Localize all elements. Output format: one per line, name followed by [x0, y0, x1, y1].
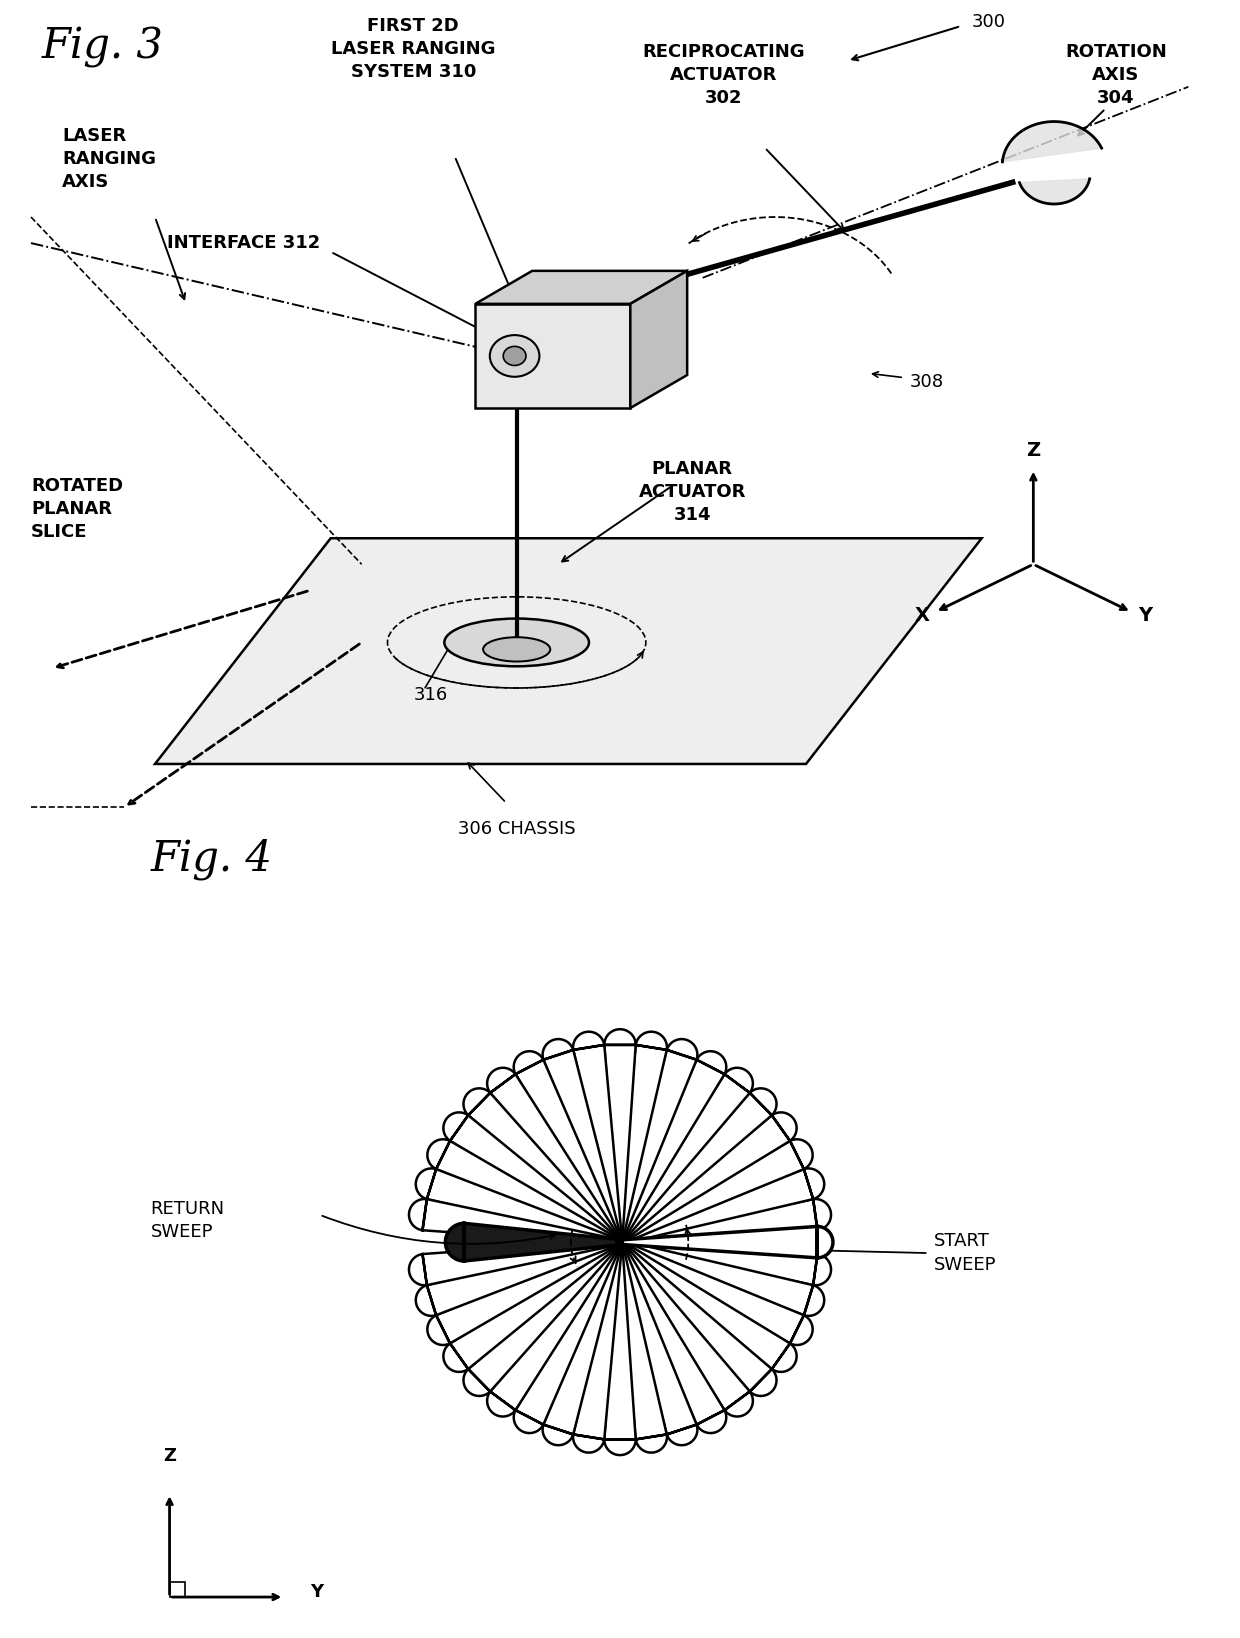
Text: Y: Y: [310, 1582, 324, 1600]
Polygon shape: [619, 1242, 753, 1417]
Text: RETURN
SWEEP: RETURN SWEEP: [150, 1199, 224, 1242]
Polygon shape: [415, 1240, 620, 1315]
Polygon shape: [573, 1032, 622, 1242]
Text: FIRST 2D
LASER RANGING
SYSTEM 310: FIRST 2D LASER RANGING SYSTEM 310: [331, 18, 496, 82]
Polygon shape: [619, 1242, 776, 1396]
Polygon shape: [620, 1227, 833, 1258]
Text: 308: 308: [909, 373, 944, 391]
Polygon shape: [619, 1038, 697, 1242]
Polygon shape: [428, 1242, 620, 1345]
Polygon shape: [619, 1242, 727, 1433]
Polygon shape: [428, 1140, 620, 1243]
Polygon shape: [620, 1168, 825, 1243]
Text: Z: Z: [1027, 441, 1040, 460]
Ellipse shape: [484, 637, 551, 662]
Text: Fig. 4: Fig. 4: [150, 839, 273, 880]
Polygon shape: [475, 270, 687, 305]
Polygon shape: [620, 1240, 825, 1315]
Polygon shape: [620, 1240, 831, 1286]
Polygon shape: [543, 1242, 621, 1445]
Polygon shape: [573, 1242, 622, 1453]
Polygon shape: [1002, 121, 1101, 162]
Polygon shape: [620, 1242, 812, 1345]
Polygon shape: [444, 1242, 620, 1373]
Polygon shape: [620, 1199, 831, 1245]
Polygon shape: [445, 1224, 620, 1261]
Polygon shape: [619, 1068, 753, 1243]
Polygon shape: [630, 270, 687, 408]
Circle shape: [503, 346, 526, 365]
Polygon shape: [475, 305, 630, 408]
Polygon shape: [464, 1088, 621, 1243]
Polygon shape: [487, 1242, 621, 1417]
Text: X: X: [914, 606, 929, 624]
Text: Y: Y: [1138, 606, 1152, 624]
Polygon shape: [620, 1140, 812, 1243]
Polygon shape: [543, 1038, 621, 1242]
Polygon shape: [444, 1112, 620, 1243]
Text: LASER
RANGING
AXIS: LASER RANGING AXIS: [62, 128, 156, 192]
Text: Fig. 3: Fig. 3: [41, 26, 164, 69]
Polygon shape: [409, 1199, 620, 1245]
Polygon shape: [464, 1242, 621, 1396]
Polygon shape: [487, 1068, 621, 1243]
Circle shape: [490, 336, 539, 377]
Polygon shape: [619, 1088, 776, 1243]
Polygon shape: [513, 1242, 621, 1433]
Polygon shape: [415, 1168, 620, 1243]
Polygon shape: [604, 1029, 636, 1242]
Polygon shape: [155, 539, 982, 763]
Text: Z: Z: [164, 1446, 176, 1464]
Polygon shape: [618, 1032, 667, 1242]
Text: ROTATION
AXIS
304: ROTATION AXIS 304: [1065, 43, 1167, 106]
Polygon shape: [618, 1242, 667, 1453]
Text: INTERFACE 312: INTERFACE 312: [167, 234, 320, 252]
Polygon shape: [619, 1052, 727, 1242]
Text: 306 CHASSIS: 306 CHASSIS: [458, 821, 575, 839]
Polygon shape: [620, 1242, 796, 1373]
Text: RECIPROCATING
ACTUATOR
302: RECIPROCATING ACTUATOR 302: [642, 43, 805, 106]
Polygon shape: [513, 1052, 621, 1242]
Text: 316: 316: [413, 686, 448, 703]
Ellipse shape: [444, 619, 589, 667]
Polygon shape: [409, 1240, 620, 1286]
Polygon shape: [619, 1242, 697, 1445]
Polygon shape: [604, 1242, 636, 1455]
Polygon shape: [620, 1112, 796, 1243]
Text: START
SWEEP: START SWEEP: [934, 1232, 997, 1274]
Polygon shape: [1019, 179, 1090, 205]
Text: ROTATED
PLANAR
SLICE: ROTATED PLANAR SLICE: [31, 477, 123, 541]
Text: PLANAR
ACTUATOR
314: PLANAR ACTUATOR 314: [639, 460, 746, 524]
Text: 300: 300: [971, 13, 1006, 31]
